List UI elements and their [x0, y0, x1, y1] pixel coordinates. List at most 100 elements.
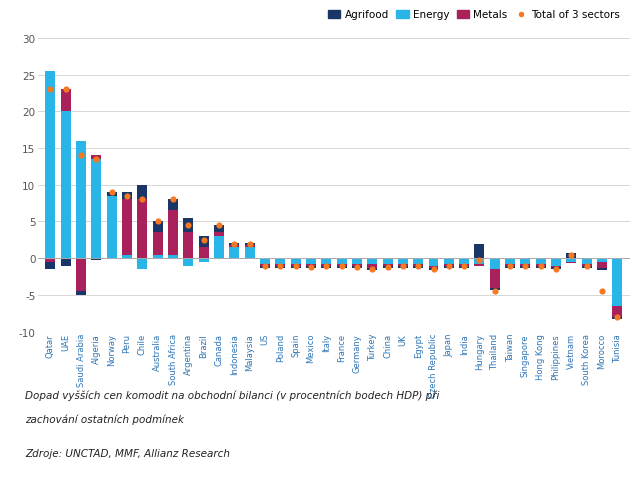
Bar	[321, 259, 331, 264]
Point	[566, 251, 576, 259]
Bar	[214, 237, 224, 259]
Bar	[336, 266, 347, 268]
Point	[229, 240, 239, 248]
Point	[60, 86, 71, 94]
Bar	[505, 264, 515, 266]
Bar	[198, 237, 209, 248]
Point	[275, 262, 286, 270]
Bar	[567, 254, 576, 259]
Bar	[122, 200, 132, 255]
Bar	[137, 200, 148, 259]
Bar	[107, 196, 116, 259]
Point	[413, 262, 424, 270]
Point	[597, 287, 607, 295]
Bar	[367, 264, 377, 268]
Bar	[306, 259, 316, 264]
Bar	[459, 259, 469, 264]
Bar	[582, 259, 591, 264]
Point	[183, 222, 193, 230]
Bar	[260, 266, 270, 268]
Bar	[367, 259, 377, 264]
Bar	[245, 248, 254, 259]
Point	[582, 262, 592, 270]
Bar	[198, 248, 209, 259]
Point	[45, 86, 55, 94]
Point	[321, 262, 331, 270]
Legend: Agrifood, Energy, Metals, Total of 3 sectors: Agrifood, Energy, Metals, Total of 3 sec…	[324, 6, 625, 24]
Point	[214, 222, 224, 230]
Point	[244, 240, 254, 248]
Bar	[76, 259, 86, 291]
Bar	[230, 245, 239, 248]
Bar	[551, 266, 561, 267]
Point	[459, 262, 469, 270]
Point	[306, 264, 316, 271]
Point	[352, 264, 362, 271]
Point	[137, 196, 148, 204]
Bar	[230, 243, 239, 245]
Bar	[490, 288, 500, 290]
Bar	[61, 112, 71, 259]
Bar	[536, 264, 546, 266]
Bar	[444, 266, 454, 268]
Point	[520, 262, 530, 270]
Bar	[45, 259, 55, 263]
Bar	[474, 259, 485, 264]
Bar	[92, 160, 101, 259]
Bar	[474, 244, 485, 259]
Point	[505, 262, 515, 270]
Point	[122, 192, 132, 200]
Bar	[214, 233, 224, 237]
Bar	[321, 266, 331, 268]
Bar	[567, 259, 576, 263]
Bar	[398, 266, 408, 268]
Bar	[183, 259, 193, 266]
Bar	[520, 259, 530, 264]
Bar	[245, 243, 254, 245]
Bar	[198, 259, 209, 263]
Bar	[153, 233, 163, 255]
Bar	[597, 263, 607, 268]
Point	[76, 152, 86, 160]
Bar	[352, 259, 362, 264]
Bar	[459, 266, 469, 268]
Bar	[551, 267, 561, 269]
Bar	[398, 259, 408, 264]
Bar	[275, 264, 286, 266]
Bar	[260, 259, 270, 264]
Bar	[505, 266, 515, 268]
Bar	[413, 266, 423, 268]
Bar	[336, 264, 347, 266]
Bar	[413, 264, 423, 266]
Point	[474, 257, 485, 264]
Bar	[520, 266, 530, 268]
Bar	[612, 317, 623, 320]
Bar	[444, 264, 454, 266]
Bar	[536, 266, 546, 268]
Bar	[45, 72, 55, 259]
Bar	[429, 259, 438, 266]
Bar	[382, 259, 392, 264]
Bar	[137, 185, 148, 200]
Bar	[275, 266, 286, 268]
Point	[153, 218, 163, 226]
Bar	[490, 269, 500, 288]
Bar	[413, 259, 423, 264]
Point	[551, 265, 561, 273]
Bar	[61, 90, 71, 112]
Bar	[122, 193, 132, 200]
Bar	[92, 156, 101, 160]
Point	[198, 236, 209, 244]
Point	[444, 262, 454, 270]
Bar	[352, 264, 362, 266]
Bar	[490, 259, 500, 269]
Point	[260, 262, 270, 270]
Bar	[597, 259, 607, 263]
Bar	[612, 306, 623, 317]
Bar	[429, 266, 438, 268]
Bar	[107, 193, 116, 196]
Bar	[306, 264, 316, 266]
Bar	[76, 291, 86, 295]
Bar	[183, 218, 193, 233]
Bar	[92, 259, 101, 261]
